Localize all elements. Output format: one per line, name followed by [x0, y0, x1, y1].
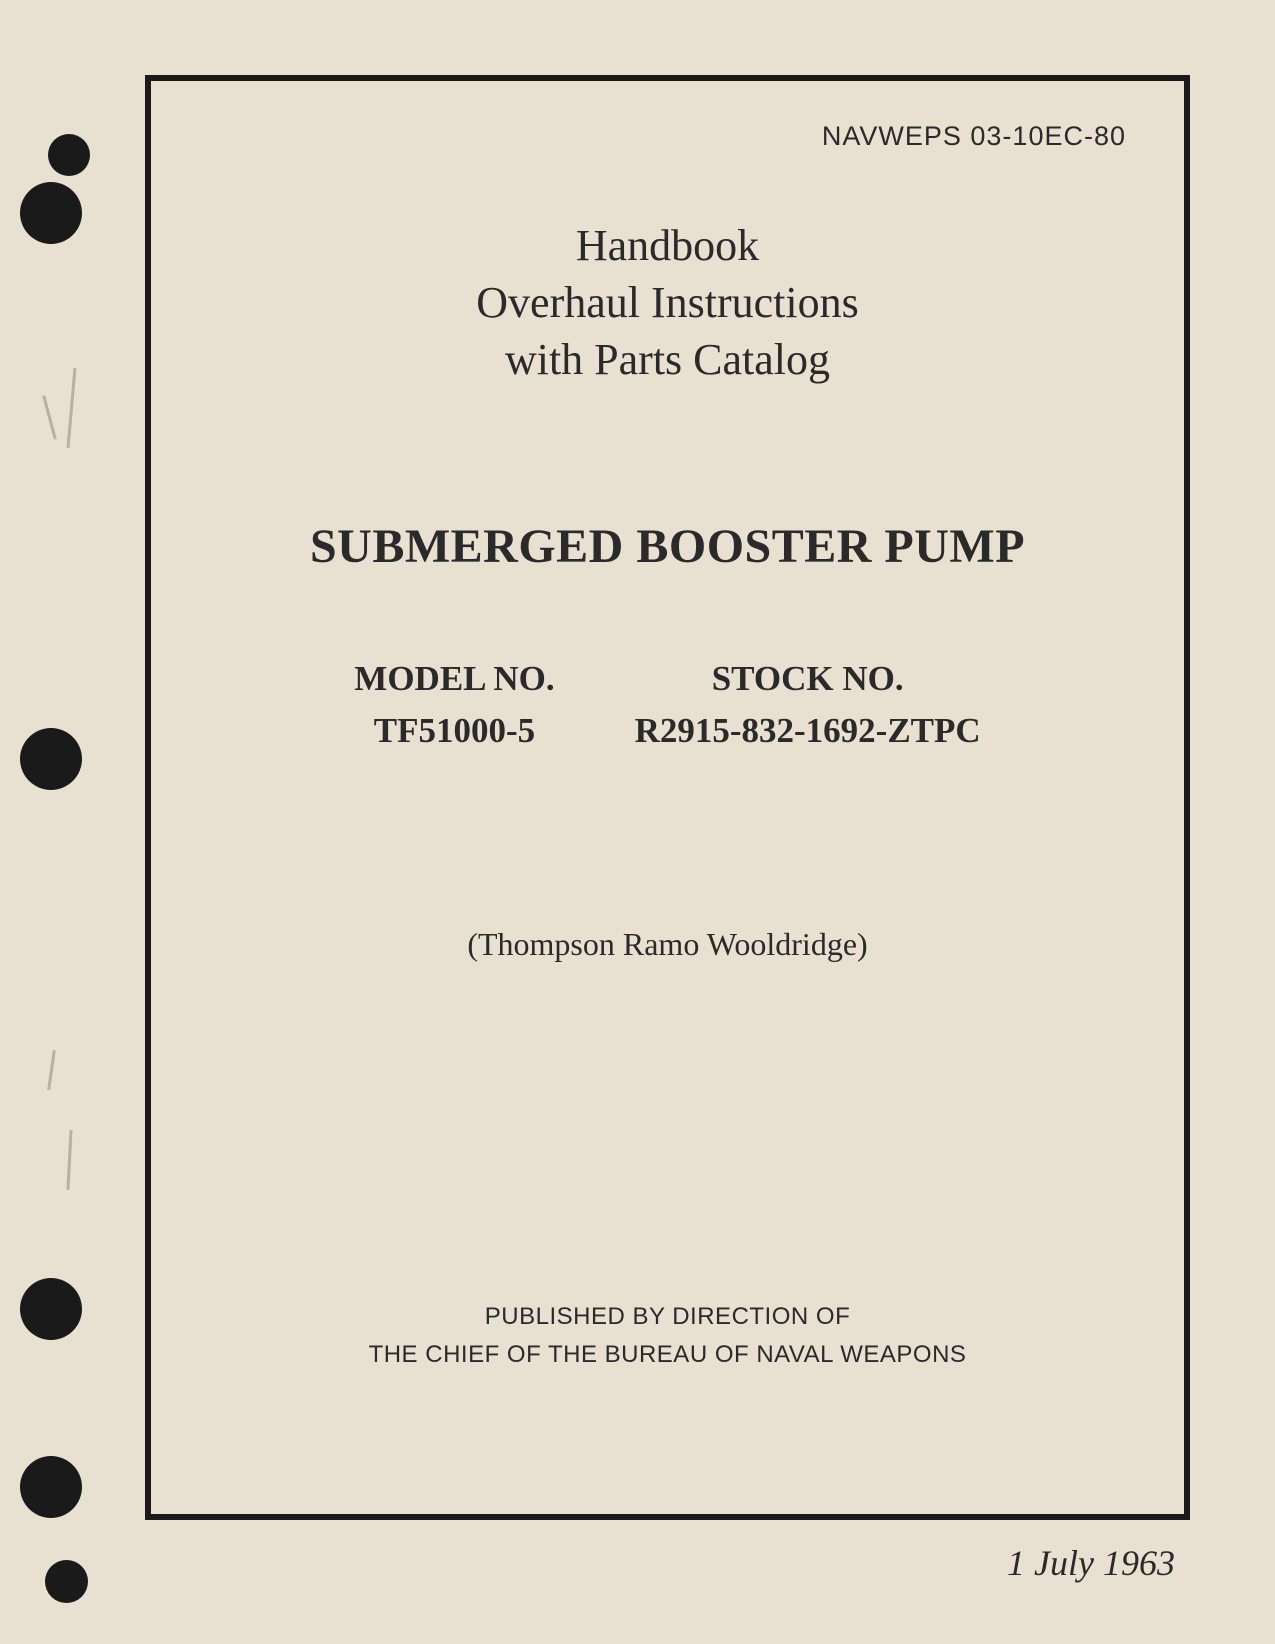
publisher-line-2: THE CHIEF OF THE BUREAU OF NAVAL WEAPONS	[209, 1336, 1126, 1374]
punch-hole	[20, 182, 82, 244]
page-aging-mark	[47, 1050, 56, 1090]
publication-date: 1 July 1963	[145, 1542, 1190, 1584]
manufacturer-name: (Thompson Ramo Wooldridge)	[209, 926, 1126, 963]
page-aging-mark	[42, 395, 57, 439]
document-page: NAVWEPS 03-10EC-80 Handbook Overhaul Ins…	[0, 0, 1275, 1644]
model-column: MODEL NO. TF51000-5	[354, 659, 554, 751]
content-border: NAVWEPS 03-10EC-80 Handbook Overhaul Ins…	[145, 75, 1190, 1520]
handbook-title-section: Handbook Overhaul Instructions with Part…	[209, 217, 1126, 389]
punch-hole	[45, 1560, 88, 1603]
model-stock-row: MODEL NO. TF51000-5 STOCK NO. R2915-832-…	[209, 659, 1126, 751]
stock-value: R2915-832-1692-ZTPC	[635, 711, 981, 751]
punch-hole	[48, 134, 90, 176]
stock-column: STOCK NO. R2915-832-1692-ZTPC	[635, 659, 981, 751]
stock-label: STOCK NO.	[635, 659, 981, 699]
document-number: NAVWEPS 03-10EC-80	[209, 121, 1126, 152]
handbook-line-1: Handbook	[209, 217, 1126, 274]
handbook-line-2: Overhaul Instructions	[209, 274, 1126, 331]
page-aging-mark	[66, 1130, 72, 1190]
handbook-line-3: with Parts Catalog	[209, 331, 1126, 388]
punch-hole	[20, 728, 82, 790]
page-aging-mark	[67, 368, 77, 448]
model-value: TF51000-5	[354, 711, 554, 751]
punch-hole	[20, 1278, 82, 1340]
publisher-line-1: PUBLISHED BY DIRECTION OF	[209, 1298, 1126, 1336]
publisher-section: PUBLISHED BY DIRECTION OF THE CHIEF OF T…	[209, 1298, 1126, 1375]
punch-hole	[20, 1456, 82, 1518]
model-label: MODEL NO.	[354, 659, 554, 699]
subject-title: SUBMERGED BOOSTER PUMP	[209, 519, 1126, 574]
